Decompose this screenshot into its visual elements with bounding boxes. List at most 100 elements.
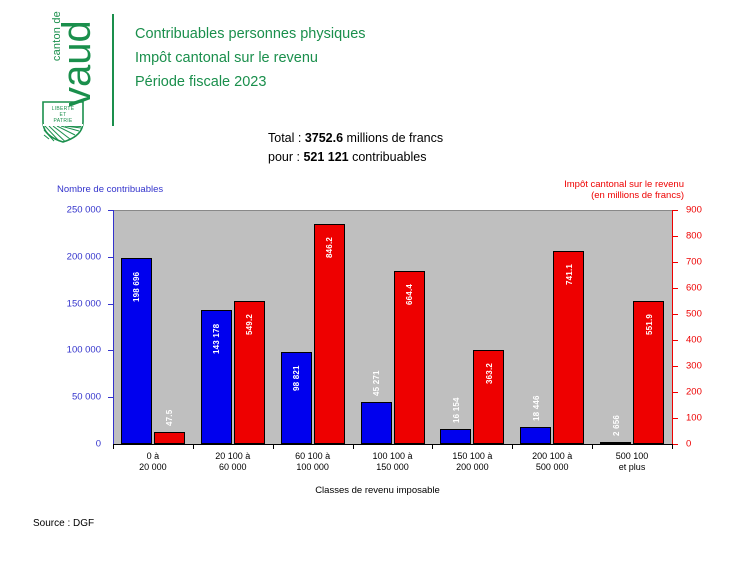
- bar-value-label: 664.4: [405, 284, 414, 306]
- x-tick-mark: [272, 444, 274, 449]
- bar-impot: [393, 271, 425, 444]
- bar-value-label: 741.1: [564, 264, 574, 286]
- total-value: 3752.6: [304, 131, 344, 145]
- right-axis-title-line2: (en millions de francs): [591, 190, 684, 201]
- x-category-line: 0 à: [146, 451, 160, 461]
- right-tick-mark: [673, 236, 678, 237]
- right-tick-label: 700: [686, 256, 702, 268]
- x-axis-title: Classes de revenu imposable: [315, 485, 440, 496]
- x-tick-mark: [432, 444, 434, 449]
- right-tick-label: 500: [686, 308, 702, 320]
- right-tick-mark: [673, 418, 678, 419]
- left-tick-mark: [108, 303, 113, 305]
- total-count-line: pour : 521 121 contribuables: [268, 148, 443, 167]
- x-category-label: 200 100 à 500 000: [512, 451, 592, 473]
- left-tick-label: 250 000: [66, 204, 101, 216]
- bar-impot: [553, 251, 585, 444]
- bar-value-label: 549.2: [245, 314, 255, 336]
- right-tick-mark: [673, 210, 678, 211]
- x-category-line: 60 100 à: [295, 451, 331, 461]
- count-prefix: pour :: [268, 150, 304, 164]
- right-tick-label: 200: [686, 386, 702, 398]
- right-tick-mark: [673, 340, 678, 341]
- x-tick-mark: [192, 444, 194, 449]
- x-tick-mark: [512, 444, 514, 449]
- right-tick-label: 300: [686, 360, 702, 372]
- total-amount-line: Total : 3752.6 millions de francs: [268, 129, 443, 148]
- x-category-label: 500 100 et plus: [592, 451, 672, 473]
- shield-motto: LIBERTÉ ET PATRIE: [41, 106, 85, 124]
- left-tick-label: 50 000: [71, 391, 101, 403]
- left-axis-line: [113, 210, 114, 445]
- x-category-line: 100 000: [296, 462, 329, 472]
- bar-impot: [313, 223, 345, 444]
- bar-contribuables: [360, 401, 392, 444]
- count-value: 521 121: [303, 150, 349, 164]
- bar-contribuables: [200, 309, 232, 444]
- total-prefix: Total :: [268, 131, 305, 145]
- page-title: Contribuables personnes physiques Impôt …: [135, 22, 366, 94]
- x-category-line: 20 100 à: [215, 451, 251, 461]
- canton-vaud-logo: canton de vaud LIBERTÉ ET PATRIE: [28, 11, 100, 143]
- bar-value-label: 18 446: [531, 395, 541, 421]
- bar-impot: [233, 301, 265, 444]
- x-category-line: 60 000: [219, 462, 247, 472]
- bar-value-label: 198 696: [132, 272, 142, 303]
- bar-value-label: 16 154: [451, 397, 461, 423]
- shield-motto-line2: ET: [59, 112, 67, 118]
- x-category-line: et plus: [618, 462, 646, 472]
- x-category-line: 100 100 à: [372, 451, 413, 461]
- x-category-label: 100 100 à 150 000: [353, 451, 433, 473]
- x-category-line: 500 100: [615, 451, 649, 461]
- bar-impot: [473, 349, 505, 444]
- left-tick-mark: [108, 350, 113, 352]
- title-line-2: Impôt cantonal sur le revenu: [135, 50, 318, 66]
- left-tick-label: 150 000: [66, 298, 101, 310]
- bar-contribuables: [600, 441, 632, 444]
- left-tick-mark: [108, 256, 113, 258]
- bar-value-label: 47.5: [165, 409, 175, 426]
- bar-contribuables: [280, 351, 312, 444]
- shield-icon: [41, 100, 85, 144]
- right-tick-mark: [673, 392, 678, 393]
- bar-contribuables: [120, 258, 152, 444]
- left-tick-label: 0: [95, 438, 101, 450]
- x-category-line: 150 000: [376, 462, 409, 472]
- right-tick-mark: [673, 314, 678, 315]
- right-tick-mark: [673, 444, 678, 445]
- x-category-label: 0 à 20 000: [113, 451, 193, 473]
- bar-value-label: 363.2: [484, 362, 494, 384]
- right-tick-label: 900: [686, 204, 702, 216]
- left-tick-mark: [108, 397, 113, 399]
- left-tick-label: 100 000: [66, 344, 101, 356]
- shield-motto-line1: LIBERTÉ: [51, 106, 75, 112]
- x-axis-line: [113, 444, 673, 445]
- right-axis-line: [672, 210, 673, 445]
- bar-impot: [153, 431, 185, 444]
- x-tick-mark: [113, 444, 114, 449]
- bar-contribuables: [440, 428, 472, 444]
- right-tick-label: 600: [686, 282, 702, 294]
- x-category-line: 20 000: [139, 462, 167, 472]
- bar-impot: [633, 300, 665, 444]
- x-category-label: 20 100 à 60 000: [193, 451, 273, 473]
- bar-value-label: 2 656: [611, 414, 621, 436]
- right-axis-title: Impôt cantonal sur le revenu (en million…: [554, 179, 684, 201]
- right-tick-mark: [673, 262, 678, 263]
- totals-summary: Total : 3752.6 millions de francs pour :…: [268, 129, 443, 167]
- x-category-label: 150 100 à 200 000: [432, 451, 512, 473]
- shield-motto-line3: PATRIE: [53, 118, 73, 124]
- right-axis-title-line1: Impôt cantonal sur le revenu: [564, 179, 684, 190]
- left-tick-mark: [108, 210, 113, 211]
- source-note: Source : DGF: [33, 518, 95, 529]
- x-category-line: 200 100 à: [532, 451, 573, 461]
- x-tick-mark: [352, 444, 354, 449]
- x-category-line: 500 000: [535, 462, 569, 472]
- left-tick-label: 200 000: [66, 251, 101, 263]
- right-tick-label: 100: [686, 412, 702, 424]
- header-divider: [112, 14, 114, 126]
- right-tick-label: 400: [686, 334, 702, 346]
- x-category-label: 60 100 à 100 000: [273, 451, 353, 473]
- count-suffix: contribuables: [348, 150, 427, 164]
